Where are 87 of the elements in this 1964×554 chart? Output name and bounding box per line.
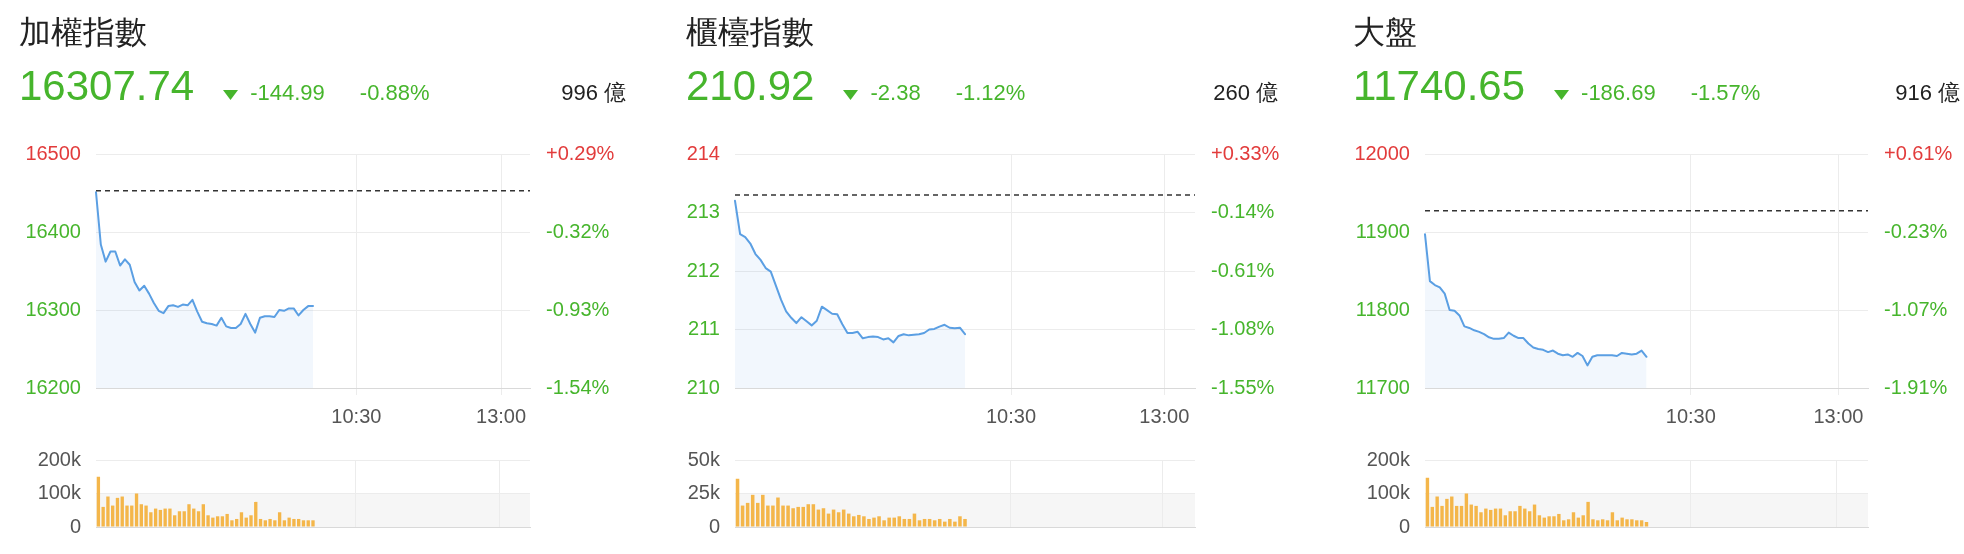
bar — [932, 520, 937, 527]
y2-tick-label: -1.07% — [1884, 297, 1948, 320]
x-tick-label: 13:00 — [476, 404, 527, 427]
bar — [187, 504, 191, 527]
x-tick-label: 10:30 — [985, 404, 1037, 427]
y-tick-label: 25k — [687, 481, 721, 504]
y-tick-label: 0 — [708, 514, 720, 537]
y2-tick-label: -1.55% — [1211, 375, 1275, 398]
bar — [196, 511, 201, 527]
y2-tick-label: -0.61% — [1211, 258, 1275, 281]
y-tick-label: 16300 — [25, 297, 81, 320]
bar — [917, 520, 922, 527]
bar — [1600, 519, 1605, 527]
bar — [220, 516, 225, 527]
bar — [1639, 520, 1644, 527]
bar — [258, 518, 263, 527]
chart-title: 加權指數 — [19, 13, 147, 52]
bar — [1644, 521, 1649, 527]
bar — [215, 516, 220, 527]
y-tick-label: 16200 — [25, 375, 81, 398]
bar — [1459, 505, 1464, 527]
bar — [1503, 515, 1508, 527]
y-tick-label: 211 — [688, 317, 720, 340]
bar — [277, 512, 282, 527]
y-tick-label: 16500 — [25, 141, 81, 164]
x-tick-label: 10:30 — [331, 404, 382, 427]
bar — [1527, 511, 1532, 527]
y2-tick-label: +0.33% — [1211, 141, 1280, 164]
y-tick-label: 200k — [1366, 447, 1411, 470]
y2-tick-label: +0.61% — [1884, 141, 1953, 164]
bar — [1610, 512, 1615, 527]
chart-title: 大盤 — [1353, 13, 1417, 52]
y2-tick-label: -1.54% — [546, 375, 610, 398]
bar — [153, 508, 158, 527]
y2-tick-label: -1.91% — [1884, 375, 1948, 398]
bar — [1537, 515, 1542, 527]
bar — [158, 509, 163, 527]
y2-tick-label: +0.29% — [546, 141, 615, 164]
text: -144.99 — [250, 80, 325, 106]
text: -2.38 — [870, 80, 921, 106]
x-tick-label: 13:00 — [1813, 404, 1864, 427]
y-tick-label: 0 — [69, 514, 81, 537]
chart-title: 櫃檯指數 — [686, 13, 814, 52]
bar — [115, 497, 120, 527]
chart-subtitle: 16307.74 — [19, 62, 195, 110]
y-tick-label: 213 — [686, 200, 720, 223]
y-tick-label: 214 — [686, 141, 720, 164]
bar — [96, 476, 101, 527]
y2-tick-label: -0.93% — [546, 297, 610, 320]
bar — [836, 512, 841, 527]
y2-tick-label: -0.32% — [546, 219, 610, 242]
bar — [897, 516, 902, 527]
bar — [177, 511, 182, 527]
y-tick-label: 100k — [1366, 481, 1411, 504]
text: 916 億 — [1895, 80, 1960, 106]
bar — [1566, 519, 1571, 527]
text: 260 億 — [1213, 80, 1278, 106]
bar — [1454, 505, 1459, 527]
chart-subtitle: 11740.65 — [1353, 62, 1526, 110]
x-tick-label: 13:00 — [1139, 404, 1190, 427]
text: -1.12% — [955, 80, 1026, 106]
bar — [1605, 520, 1610, 527]
bar — [134, 493, 139, 527]
x-tick-label: 10:30 — [1665, 404, 1716, 427]
y2-tick-label: -0.14% — [1211, 200, 1275, 223]
bar — [1576, 517, 1581, 527]
y-tick-label: 212 — [686, 258, 720, 281]
text: -0.88% — [359, 80, 430, 106]
y-tick-label: 0 — [1398, 514, 1410, 537]
y-tick-label: 50k — [687, 447, 721, 470]
bar — [311, 520, 315, 527]
text: -1.57% — [1690, 80, 1761, 106]
y-tick-label: 11800 — [1355, 297, 1410, 320]
bar — [282, 520, 287, 527]
chart-subtitle: 210.92 — [686, 62, 815, 110]
text: -186.69 — [1581, 80, 1656, 106]
y-tick-label: 12000 — [1354, 141, 1410, 164]
y2-tick-label: -1.08% — [1211, 317, 1275, 340]
y-tick-label: 11700 — [1355, 375, 1410, 398]
text: 996 億 — [561, 80, 626, 106]
y-tick-label: 16400 — [25, 219, 81, 242]
y-tick-label: 210 — [686, 375, 720, 398]
bar — [301, 520, 306, 527]
y-tick-label: 11900 — [1355, 219, 1410, 242]
bar — [1571, 512, 1576, 527]
bar — [239, 512, 244, 527]
y2-tick-label: -0.23% — [1884, 219, 1948, 242]
